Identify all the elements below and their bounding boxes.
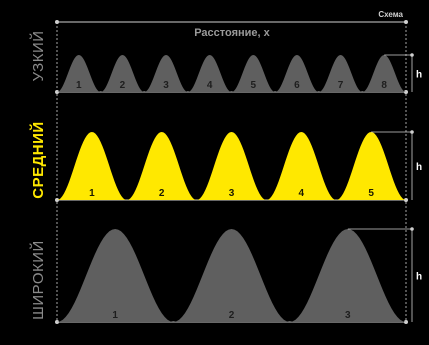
- height-label-medium: h: [416, 162, 422, 173]
- height-marker-dot: [410, 227, 414, 231]
- peak-wide-2: [173, 229, 290, 322]
- peak-number: 7: [338, 80, 344, 91]
- peak-number: 5: [251, 80, 257, 91]
- peak-number: 5: [368, 188, 374, 199]
- peak-number: 2: [120, 80, 126, 91]
- peak-narrow-5: [231, 55, 276, 92]
- peak-number: 6: [294, 80, 300, 91]
- wave-row-narrow: УЗКИЙ 1 2 3 4 5 6 7 8 h: [29, 30, 422, 94]
- peak-number: 1: [89, 188, 95, 199]
- peak-narrow-8: [362, 55, 406, 92]
- peak-medium-1: [57, 132, 127, 200]
- peak-medium-5: [336, 132, 406, 200]
- peak-number: 1: [112, 310, 118, 321]
- peak-medium-4: [266, 132, 337, 200]
- wave-row-wide: ШИРОКИЙ 1 2 3 h: [29, 227, 422, 324]
- peak-number: 8: [381, 80, 387, 91]
- peak-number: 4: [299, 188, 305, 199]
- row-label-narrow: УЗКИЙ: [29, 30, 47, 81]
- diagram-frame: [55, 20, 408, 322]
- height-label-wide: h: [416, 272, 422, 283]
- peak-narrow-4: [187, 55, 232, 92]
- scheme-label: Схема: [378, 10, 403, 19]
- peak-narrow-7: [318, 55, 363, 92]
- peak-narrow-2: [100, 55, 145, 92]
- peak-number: 4: [207, 80, 213, 91]
- height-marker-dot: [410, 53, 414, 57]
- peak-number: 3: [163, 80, 169, 91]
- peak-wide-1: [57, 229, 174, 322]
- peak-narrow-1: [57, 55, 101, 92]
- peak-number: 3: [345, 310, 351, 321]
- peak-narrow-3: [144, 55, 188, 92]
- peak-number: 2: [229, 310, 235, 321]
- peak-narrow-6: [275, 55, 319, 92]
- peak-number: 1: [76, 80, 82, 91]
- row-label-wide: ШИРОКИЙ: [29, 240, 47, 320]
- wave-rows: УЗКИЙ 1 2 3 4 5 6 7 8 h СРЕДНИЙ 1 2 3 4 5 h ШИРОКИЙ 1 2 3 h: [29, 30, 422, 324]
- peak-medium-3: [196, 132, 267, 200]
- peak-medium-2: [126, 132, 197, 200]
- axis-title: Расстояние, x: [194, 27, 270, 39]
- row-label-medium: СРЕДНИЙ: [29, 121, 47, 198]
- peak-number: 3: [229, 188, 235, 199]
- wave-row-medium: СРЕДНИЙ 1 2 3 4 5 h: [29, 121, 422, 202]
- peak-number: 2: [159, 188, 165, 199]
- height-label-narrow: h: [416, 70, 422, 81]
- peak-wide-3: [289, 229, 406, 322]
- height-marker-dot: [410, 130, 414, 134]
